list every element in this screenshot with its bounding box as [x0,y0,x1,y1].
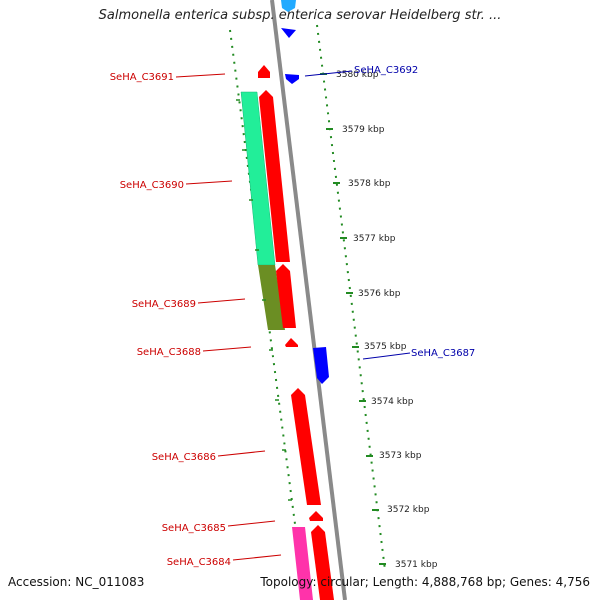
leader-line [197,298,246,304]
gene-label-SeHA_C3689[interactable]: SeHA_C3689 [132,299,196,310]
gene-SeHA_C3684[interactable] [311,525,334,600]
leader-line [227,520,276,527]
leader-line [232,554,282,561]
gene-SeHA_C3687[interactable] [313,347,329,384]
gene-label-SeHA_C3688[interactable]: SeHA_C3688 [137,347,201,358]
tick-label: 3574 kbp [371,397,414,407]
leader-line [202,346,252,352]
feature-bar-SeHA_C3689[interactable] [258,265,285,330]
gene-SeHA_C3686[interactable] [291,388,321,505]
tick-label: 3577 kbp [353,234,396,244]
topology-info: Topology: circular; Length: 4,888,768 bp… [260,575,590,589]
gene-label-SeHA_C3685[interactable]: SeHA_C3685 [162,523,226,534]
ruler-ticks [320,73,386,565]
gene-label-SeHA_C3690[interactable]: SeHA_C3690 [120,180,184,191]
leader-line [362,352,411,360]
gene-label-SeHA_C3684[interactable]: SeHA_C3684 [167,557,231,568]
gene-SeHA_C3691[interactable] [258,65,270,78]
genome-title: Salmonella enterica subsp. enterica sero… [98,8,502,23]
gene-arrow-top-blue[interactable] [281,28,296,38]
leader-line [185,180,233,185]
tick-label: 3571 kbp [395,560,438,570]
tick-label: 3576 kbp [358,289,401,299]
accession-info: Accession: NC_011083 [8,575,145,589]
gene-SeHA_C3685[interactable] [309,511,323,521]
ruler-minor-ticks [236,99,292,501]
tick-label: 3580 kbp [336,70,379,80]
leader-line [304,70,353,77]
gene-SeHA_C3688[interactable] [285,338,298,347]
leader-line [217,450,266,457]
tick-label: 3578 kbp [348,179,391,189]
gene-SeHA_C3689[interactable] [276,264,296,328]
ruler-tick-labels: 3580 kbp 3579 kbp 3578 kbp 3577 kbp 3576… [336,70,438,570]
gene-label-SeHA_C3686[interactable]: SeHA_C3686 [152,452,216,463]
ruler-right-boundary [316,24,386,571]
right-gene-labels: SeHA_C3692 SeHA_C3687 [304,65,475,360]
gene-label-SeHA_C3691[interactable]: SeHA_C3691 [110,72,174,83]
tick-label: 3573 kbp [379,451,422,461]
gene-partial-top[interactable] [281,0,296,12]
gene-SeHA_C3692[interactable] [285,74,299,84]
genome-backbone [270,0,347,600]
leader-line [175,73,226,78]
feature-bar-SeHA_C3684[interactable] [292,527,313,600]
gene-SeHA_C3690[interactable] [259,90,290,262]
gene-label-SeHA_C3692[interactable]: SeHA_C3692 [354,65,418,76]
tick-label: 3575 kbp [364,342,407,352]
tick-label: 3579 kbp [342,125,385,135]
gene-label-SeHA_C3687[interactable]: SeHA_C3687 [411,348,475,359]
tick-label: 3572 kbp [387,505,430,515]
left-gene-labels: SeHA_C3691 SeHA_C3690 SeHA_C3689 SeHA_C3… [110,72,282,568]
